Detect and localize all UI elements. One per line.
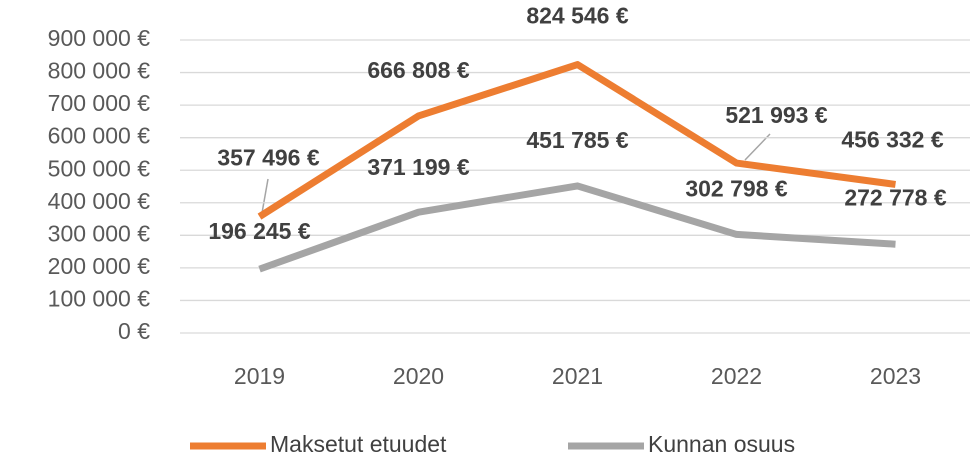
legend-label: Kunnan osuus [648,431,795,457]
x-tick-label: 2022 [711,363,762,389]
data-label: 302 798 € [685,176,788,202]
data-label: 521 993 € [725,102,828,128]
y-tick-label: 100 000 € [48,286,151,312]
y-tick-label: 900 000 € [48,25,151,51]
y-tick-label: 800 000 € [48,58,151,84]
data-label: 451 785 € [526,127,629,153]
data-label: 666 808 € [367,57,470,83]
legend-label: Maksetut etuudet [270,431,447,457]
x-tick-label: 2020 [393,363,444,389]
leader-line [261,178,269,214]
x-tick-label: 2023 [870,363,921,389]
y-tick-label: 400 000 € [48,188,151,214]
x-tick-label: 2021 [552,363,603,389]
y-tick-label: 500 000 € [48,155,151,181]
y-tick-label: 700 000 € [48,90,151,116]
y-tick-label: 0 € [118,318,150,344]
y-tick-label: 300 000 € [48,220,151,246]
y-tick-label: 600 000 € [48,123,151,149]
data-label: 371 199 € [367,154,470,180]
data-label: 357 496 € [217,145,320,171]
data-label: 272 778 € [844,184,947,210]
series-line [257,61,896,220]
data-label: 456 332 € [841,127,944,153]
series-line [258,182,896,273]
x-tick-label: 2019 [234,363,285,389]
leader-line [744,133,771,161]
data-label: 824 546 € [526,3,629,29]
y-tick-label: 200 000 € [48,253,151,279]
data-label: 196 245 € [208,218,311,244]
